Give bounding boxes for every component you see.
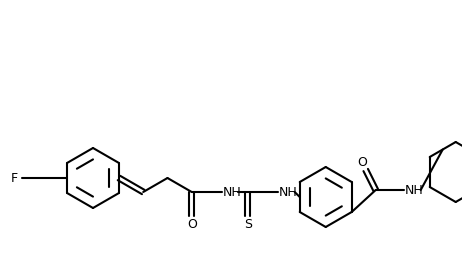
Text: O: O: [357, 157, 367, 169]
Text: NH: NH: [405, 184, 424, 196]
Text: NH: NH: [223, 185, 242, 199]
Text: F: F: [11, 172, 18, 184]
Text: S: S: [244, 218, 252, 232]
Text: NH: NH: [279, 185, 298, 199]
Text: O: O: [187, 218, 197, 232]
